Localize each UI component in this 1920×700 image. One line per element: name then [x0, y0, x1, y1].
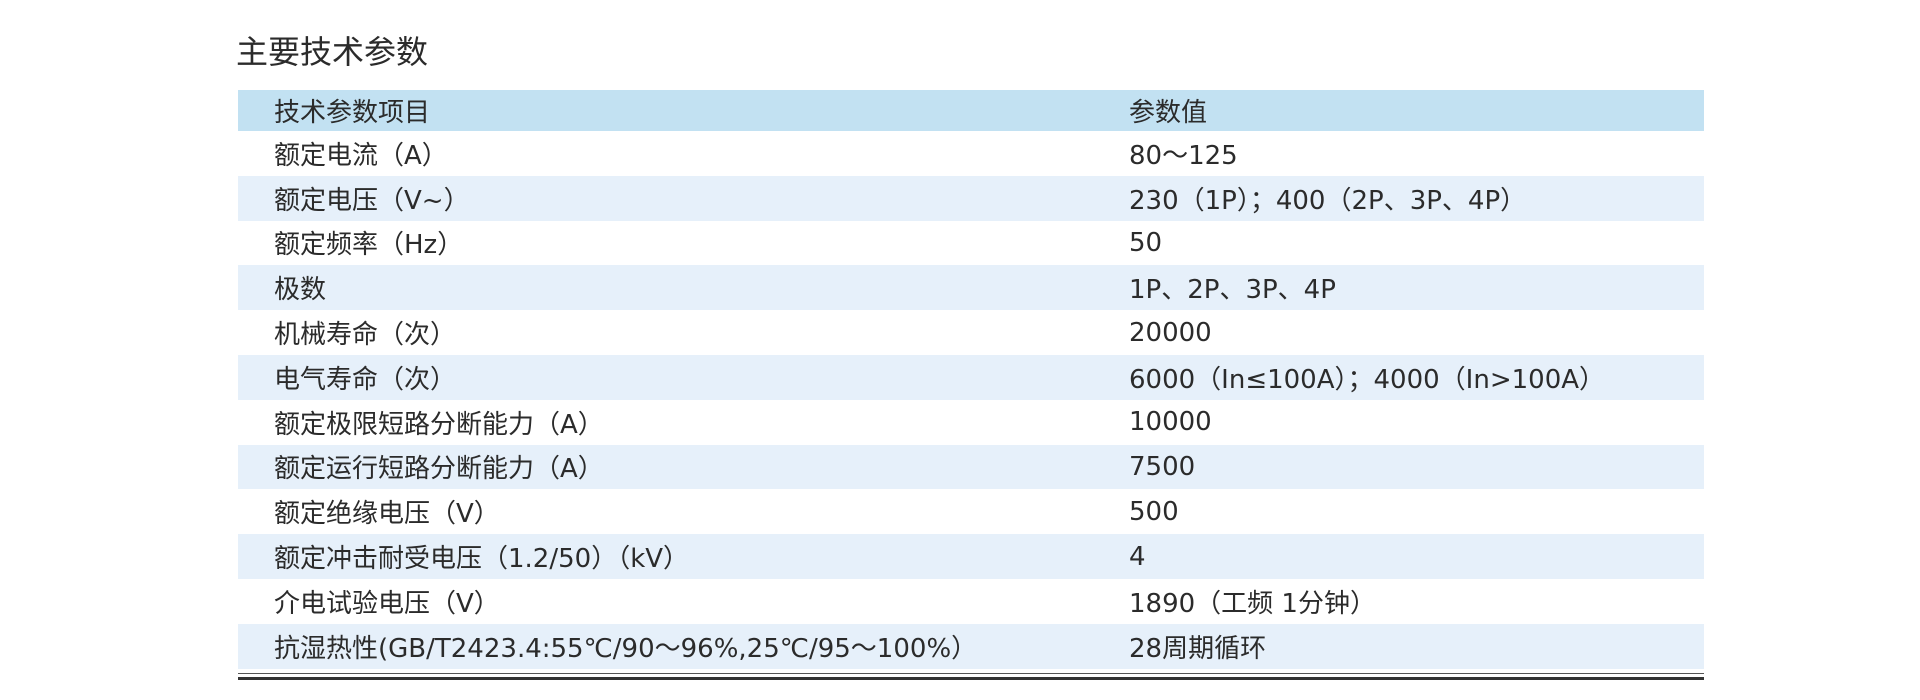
parameter-value: 6000（In≤100A）；4000（In>100A）	[1129, 364, 1606, 395]
parameter-value: 500	[1129, 496, 1179, 527]
parameter-name: 额定冲击耐受电压（1.2/50）（kV）	[274, 544, 690, 575]
table-row: 额定冲击耐受电压（1.2/50）（kV） 4	[238, 534, 1704, 579]
table-bottom-rule-thick	[238, 677, 1704, 680]
parameter-value: 50	[1129, 227, 1163, 258]
parameter-name: 极数	[274, 275, 327, 306]
parameter-value: 20000	[1129, 317, 1212, 348]
table-header: 技术参数项目 参数值	[238, 90, 1704, 131]
parameter-value: 7500	[1129, 451, 1196, 482]
header-item: 技术参数项目	[274, 98, 431, 128]
parameter-value: 1P、2P、3P、4P	[1129, 275, 1336, 306]
table-row: 额定极限短路分断能力（A） 10000	[238, 400, 1704, 445]
parameters-table: 技术参数项目 参数值 额定电流（A） 80～125 额定电压（V~） 230（1P）；…	[238, 90, 1704, 669]
table-bottom-rule	[238, 673, 1704, 674]
header-value: 参数值	[1129, 98, 1208, 128]
table-row: 电气寿命（次） 6000（In≤100A）；4000（In>100A）	[238, 354, 1704, 400]
table-row: 额定电压（V~） 230（1P）；400（2P、3P、4P）	[238, 175, 1704, 221]
parameter-value: 230（1P）；400（2P、3P、4P）	[1129, 185, 1527, 216]
parameter-name: 抗湿热性(GB/T2423.4:55℃/90～96%,25℃/95～100%）	[274, 633, 978, 664]
parameter-name: 额定电压（V~）	[274, 185, 470, 216]
table-row: 介电试验电压（V） 1890（工频 1分钟）	[238, 579, 1704, 624]
parameter-value: 10000	[1129, 407, 1212, 438]
table-row: 额定绝缘电压（V） 500	[238, 489, 1704, 534]
table-row: 极数 1P、2P、3P、4P	[238, 265, 1704, 311]
parameter-name: 介电试验电压（V）	[274, 588, 500, 619]
parameter-name: 额定极限短路分断能力（A）	[274, 409, 604, 440]
section-title: 主要技术参数	[236, 33, 429, 71]
parameter-name: 额定运行短路分断能力（A）	[274, 454, 604, 485]
table-row: 额定电流（A） 80～125	[238, 131, 1704, 176]
table-row: 抗湿热性(GB/T2423.4:55℃/90～96%,25℃/95～100%） 2…	[238, 623, 1704, 669]
table-row: 额定频率（Hz） 50	[238, 221, 1704, 266]
parameter-name: 额定频率（Hz）	[274, 230, 464, 261]
parameter-name: 额定电流（A）	[274, 140, 448, 171]
parameter-value: 28周期循环	[1129, 633, 1267, 664]
table-row: 机械寿命（次） 20000	[238, 310, 1704, 355]
parameter-name: 机械寿命（次）	[274, 320, 457, 351]
parameter-name: 额定绝缘电压（V）	[274, 499, 500, 530]
table-row: 额定运行短路分断能力（A） 7500	[238, 444, 1704, 490]
parameter-value: 80～125	[1129, 140, 1238, 171]
parameter-value: 4	[1129, 541, 1146, 572]
parameter-value: 1890（工频 1分钟）	[1129, 588, 1376, 619]
parameter-name: 电气寿命（次）	[274, 364, 457, 395]
